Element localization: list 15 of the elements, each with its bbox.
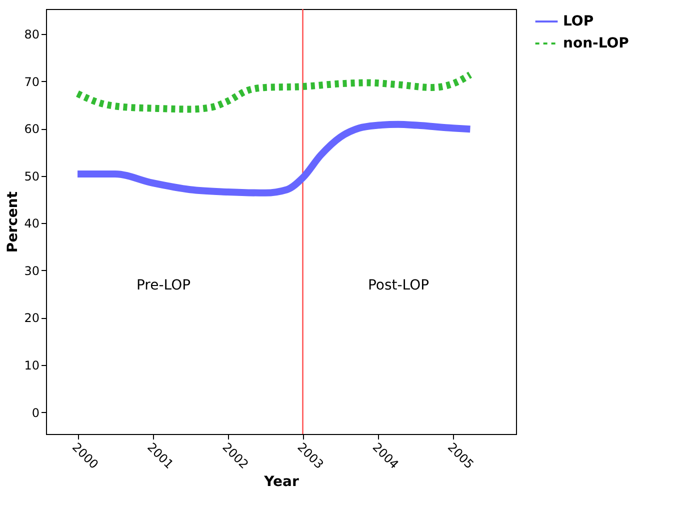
y-tick-label: 20 — [24, 311, 40, 326]
y-tick-label: 30 — [24, 264, 40, 278]
y-tick-label: 70 — [24, 74, 40, 89]
y-tick-label: 0 — [32, 406, 40, 420]
y-tick-label: 50 — [24, 169, 40, 184]
y-tick-label: 80 — [24, 28, 40, 42]
y-tick-label: 60 — [24, 122, 40, 136]
y-axis-title: Percent — [5, 191, 22, 253]
legend-label: non-LOP — [563, 36, 629, 52]
legend-label: LOP — [563, 14, 594, 30]
y-tick-label: 40 — [24, 216, 40, 231]
annotation: Pre-LOP — [136, 277, 191, 294]
annotation: Post-LOP — [368, 277, 430, 294]
x-axis-title: Year — [263, 474, 299, 490]
y-tick-label: 10 — [24, 358, 40, 372]
